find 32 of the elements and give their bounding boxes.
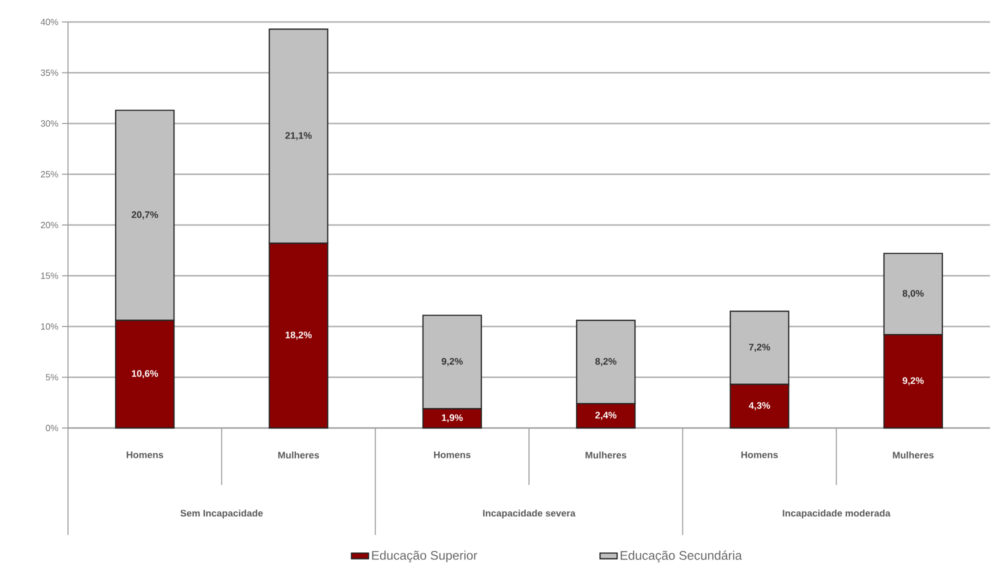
data-label: 7,2% [749, 344, 770, 352]
x-tick-label: Mulheres [586, 452, 626, 459]
data-label: 1,9% [442, 414, 463, 422]
data-label: 9,2% [902, 377, 924, 386]
x-tick-label: Mulheres [892, 452, 934, 459]
data-label: 21,1% [285, 132, 312, 140]
data-label: 9,2% [442, 358, 463, 366]
y-tick-label: 10% [41, 323, 58, 330]
data-label: 2,4% [595, 412, 616, 420]
y-tick-label: 0% [46, 424, 58, 432]
legend-label: Educação Superior [372, 550, 478, 562]
text: Sem Incapacidade [180, 510, 263, 518]
text: Incapacidade moderada [782, 510, 891, 518]
y-tick-label: 35% [40, 70, 58, 76]
y-tick-label: 40% [40, 18, 58, 26]
data-label: 10,6% [132, 370, 158, 378]
text: Incapacidade severa [483, 510, 576, 518]
x-tick-label: Homens [434, 452, 471, 458]
y-tick-label: 15% [41, 272, 58, 279]
x-tick-label: Homens [126, 452, 164, 458]
data-label: 20,7% [132, 211, 158, 220]
x-tick-label: Mulheres [278, 452, 319, 459]
y-tick-label: 20% [40, 222, 58, 228]
data-label: 4,3% [748, 402, 770, 410]
legend-label: Educação Secundária [620, 550, 742, 562]
data-label: 18,2% [286, 332, 312, 340]
x-tick-label: Homens [741, 452, 778, 458]
data-label: 8,2% [595, 358, 616, 366]
y-tick-label: 25% [40, 171, 58, 178]
y-tick-label: 30% [40, 120, 58, 127]
data-label: 8,0% [902, 290, 924, 298]
y-tick-label: 5% [46, 374, 58, 380]
